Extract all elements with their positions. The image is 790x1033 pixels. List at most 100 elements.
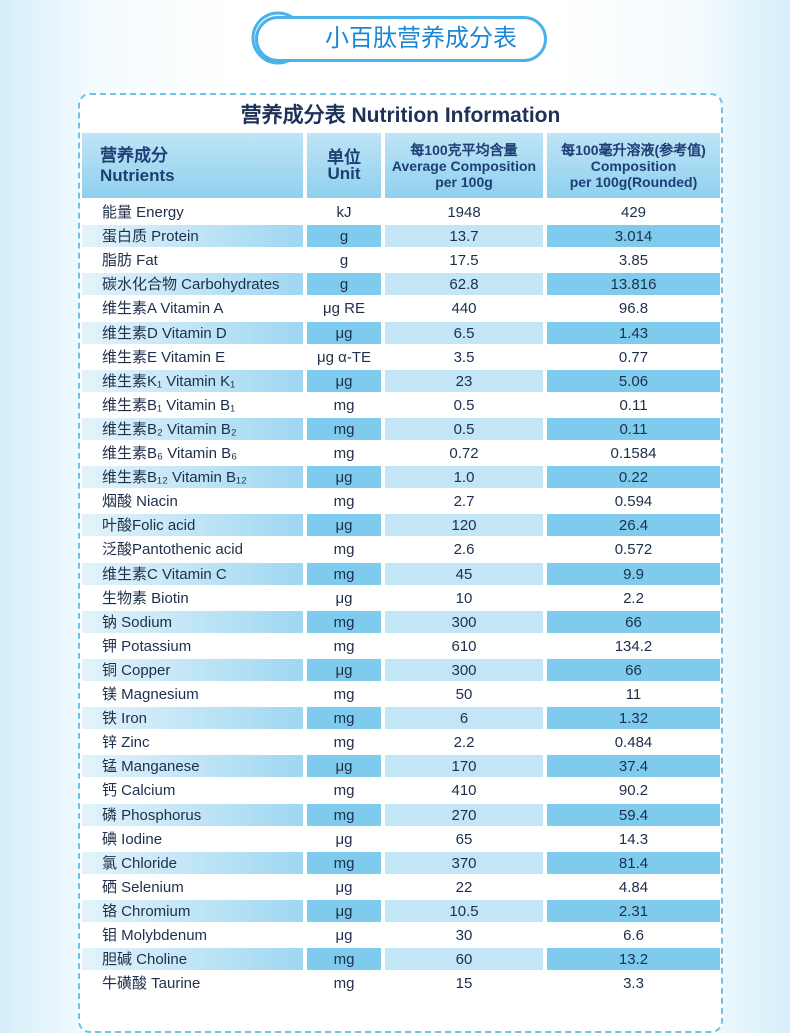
cell: μg <box>335 589 353 607</box>
cell: mg <box>307 417 381 440</box>
header-line: 每100克平均含量 <box>410 141 518 158</box>
cell: 0.22 <box>547 466 720 489</box>
cell: μg <box>335 927 353 944</box>
cell: mg <box>307 851 381 874</box>
cell: 2.2 <box>453 734 475 752</box>
nutrient-name: 碘 Iodine <box>102 830 163 848</box>
cell: 300 <box>385 658 543 681</box>
nutrient-name: 铜 Copper <box>82 658 303 681</box>
cell: 0.594 <box>614 493 653 511</box>
header-line: Average Composition <box>391 157 537 174</box>
header-line: per 100g <box>435 173 493 190</box>
cell: 23 <box>385 369 543 392</box>
cell: 440 <box>451 300 477 318</box>
cell: 3.85 <box>618 252 649 270</box>
cell: 13.2 <box>547 948 720 971</box>
cell: 429 <box>620 204 647 221</box>
cell: 96.8 <box>618 300 649 318</box>
nutrient-name: 铁 Iron <box>82 707 303 730</box>
nutrient-name: 钼 Molybdenum <box>102 927 208 944</box>
cell: 90.2 <box>618 782 649 800</box>
cell: μg <box>307 466 381 489</box>
cell: μg <box>335 830 353 848</box>
cell: 2.2 <box>623 589 644 607</box>
cell: 0.5 <box>385 417 543 440</box>
cell: μg <box>307 321 381 344</box>
cell: 4.84 <box>618 878 649 896</box>
cell: 1.43 <box>547 321 720 344</box>
nutrient-name: 叶酸Folic acid <box>82 514 303 537</box>
cell: μg <box>335 878 353 896</box>
cell: 3.3 <box>623 975 644 993</box>
cell: 17.5 <box>449 252 479 270</box>
nutrient-name: 维生素B₆ Vitamin B₆ <box>102 445 238 462</box>
cell: μg RE <box>323 300 365 318</box>
cell: 59.4 <box>547 803 720 826</box>
cell: μg <box>307 658 381 681</box>
cell: 0.484 <box>614 734 653 752</box>
cell: 1.0 <box>385 466 543 489</box>
cell: 30 <box>455 927 473 944</box>
cell: 1.32 <box>547 707 720 730</box>
cell: 2.6 <box>453 541 475 559</box>
cell: 10.5 <box>385 899 543 922</box>
cell: mg <box>333 445 355 462</box>
cell: 6.5 <box>385 321 543 344</box>
nutrient-name: 氯 Chloride <box>82 851 303 874</box>
cell: μg α-TE <box>317 348 371 366</box>
nutrient-name: 胆碱 Choline <box>82 948 303 971</box>
cell: 62.8 <box>385 273 543 296</box>
cell: μg <box>307 899 381 922</box>
cell: 45 <box>385 562 543 585</box>
nutrient-name: 蛋白质 Protein <box>82 225 303 248</box>
nutrient-name: 钾 Potassium <box>102 637 192 655</box>
cell: 2.7 <box>453 493 475 511</box>
nutrient-name: 泛酸Pantothenic acid <box>102 541 243 559</box>
nutrient-name: 维生素K₁ Vitamin K₁ <box>82 369 303 392</box>
cell: 0.1584 <box>610 445 657 462</box>
nutrient-name: 牛磺酸 Taurine <box>102 975 201 993</box>
nutrient-name: 维生素D Vitamin D <box>82 321 303 344</box>
header-line: 营养成分 <box>100 145 168 165</box>
cell: mg <box>333 686 355 703</box>
cell: mg <box>307 707 381 730</box>
cell: 0.572 <box>614 541 653 559</box>
header-cell: 营养成分 Nutrients <box>82 133 303 198</box>
cell: mg <box>333 396 355 414</box>
cell: mg <box>333 541 355 559</box>
cell: mg <box>333 493 355 511</box>
header-line: Nutrients <box>100 165 175 185</box>
cell: 0.5 <box>453 396 475 414</box>
cell: 13.816 <box>547 273 720 296</box>
nutrient-name: 铬 Chromium <box>82 899 303 922</box>
cell: g <box>307 225 381 248</box>
cell: 66 <box>547 610 720 633</box>
cell: 170 <box>385 755 543 778</box>
cell: 2.31 <box>547 899 720 922</box>
cell: 134.2 <box>614 637 653 655</box>
header-line: 单位 <box>327 147 361 167</box>
header-line: Unit <box>327 163 361 183</box>
nutrient-name: 维生素B₁₂ Vitamin B₁₂ <box>82 466 303 489</box>
nutrient-name: 磷 Phosphorus <box>82 803 303 826</box>
nutrient-name: 钠 Sodium <box>82 610 303 633</box>
cell: μg <box>307 514 381 537</box>
nutrient-name: 维生素B₁ Vitamin B₁ <box>102 396 236 414</box>
cell: 11 <box>625 686 642 703</box>
table-title: 营养成分表 Nutrition Information <box>240 104 561 127</box>
cell: μg <box>307 755 381 778</box>
cell: 300 <box>385 610 543 633</box>
cell: 22 <box>455 878 473 896</box>
nutrient-name: 维生素B₂ Vitamin B₂ <box>82 417 303 440</box>
nutrient-name: 硒 Selenium <box>102 878 184 896</box>
cell: mg <box>333 782 355 800</box>
cell: 410 <box>451 782 477 800</box>
cell: 0.11 <box>547 417 720 440</box>
cell: 5.06 <box>547 369 720 392</box>
cell: 370 <box>385 851 543 874</box>
header-line: Composition <box>590 157 677 174</box>
cell: 1948 <box>447 204 481 221</box>
cell: 0.77 <box>618 348 649 366</box>
header-cell: 每100克平均含量 Average Composition per 100g <box>385 133 543 198</box>
